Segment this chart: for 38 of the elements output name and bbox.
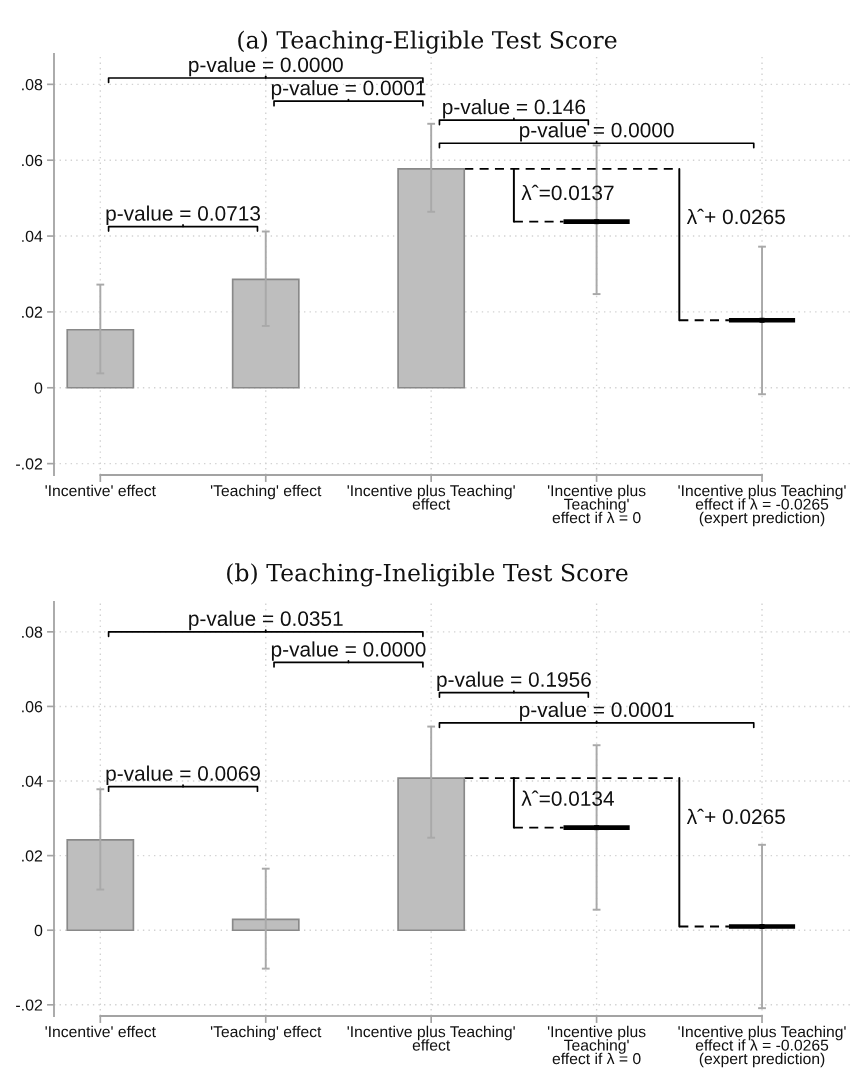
x-tick-label: 'Incentive plus Teaching' effect [347, 1025, 515, 1051]
x-tick-label: 'Teaching' effect [210, 1025, 322, 1041]
y-tick-label: .02 [22, 850, 43, 862]
x-tick-label: 'Incentive plus Teaching' effect [347, 484, 515, 510]
x-tick-label: 'Incentive plus Teaching' effect if λ = -0.0265 (expert prediction) [678, 1025, 846, 1068]
y-tick-label: -.02 [16, 458, 43, 470]
x-tick-label: 'Incentive plus Teaching' effect if λ = -0.0265 (expert prediction) [678, 484, 846, 527]
annotation: λˆ+ 0.0265 [686, 808, 785, 825]
annotation: p-value = 0.0351 [189, 610, 343, 631]
annotation: p-value = 0.0001 [271, 80, 426, 100]
y-tick-label: .04 [22, 230, 43, 242]
x-tick-label: 'Incentive' effect [45, 484, 156, 497]
y-tick-label: .02 [22, 306, 43, 318]
x-tick-label: 'Incentive' effect [45, 1025, 156, 1038]
y-tick-label: .04 [22, 775, 43, 787]
annotation: λˆ+ 0.0265 [686, 208, 785, 225]
chart-title: (b) Teaching-Ineligible Test Score [227, 563, 628, 587]
x-tick-label: 'Incentive plus Teaching' effect if λ = 0 [547, 1025, 646, 1065]
annotation: p-value = 0.0000 [271, 641, 426, 661]
x-tick-label: 'Incentive plus Teaching' effect if λ = 0 [547, 484, 646, 524]
annotation: p-value = 0.146 [443, 99, 586, 119]
annotation: λˆ=0.0134 [521, 790, 614, 806]
y-tick-label: .06 [22, 154, 43, 167]
chart-title: (a) Teaching-Eligible Test Score [238, 30, 617, 54]
y-tick-label: .06 [22, 701, 43, 713]
annotation: p-value = 0.1956 [437, 671, 591, 691]
annotation: λˆ=0.0137 [521, 184, 614, 201]
y-tick-label: 0 [34, 382, 43, 394]
y-tick-label: -.02 [16, 999, 43, 1011]
y-tick-label: .08 [22, 78, 43, 91]
annotation: p-value = 0.0001 [520, 701, 674, 722]
annotation: p-value = 0.0000 [520, 122, 674, 142]
x-tick-label: 'Teaching' effect [210, 484, 322, 500]
y-tick-label: 0 [34, 924, 43, 937]
annotation: p-value = 0.0713 [106, 205, 261, 225]
y-tick-label: .08 [22, 626, 43, 638]
annotation: p-value = 0.0000 [189, 56, 343, 77]
annotation: p-value = 0.0069 [106, 765, 260, 785]
